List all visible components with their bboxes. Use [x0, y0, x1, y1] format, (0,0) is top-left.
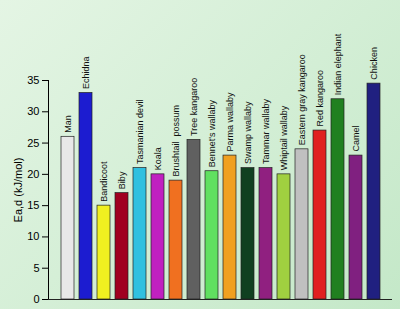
svg-text:Chicken: Chicken: [369, 47, 379, 80]
svg-text:15: 15: [27, 199, 39, 211]
svg-text:Tammar wallaby: Tammar wallaby: [261, 99, 271, 165]
svg-text:Bennet's wallaby: Bennet's wallaby: [207, 99, 217, 167]
svg-text:25: 25: [27, 137, 39, 149]
svg-text:Camel: Camel: [351, 126, 361, 152]
svg-text:5: 5: [33, 262, 39, 274]
svg-text:10: 10: [27, 230, 39, 242]
svg-text:Indian elephant: Indian elephant: [333, 33, 343, 95]
svg-text:0: 0: [33, 293, 39, 305]
svg-text:20: 20: [27, 168, 39, 180]
svg-text:Koala: Koala: [153, 147, 163, 170]
svg-text:Tree kangaroo: Tree kangaroo: [189, 78, 199, 136]
svg-text:Bandicoot: Bandicoot: [99, 161, 109, 202]
svg-text:Red kangaroo: Red kangaroo: [315, 70, 325, 127]
svg-text:Parma wallaby: Parma wallaby: [225, 92, 235, 152]
svg-text:Tasmanian devil: Tasmanian devil: [135, 100, 145, 165]
svg-text:Man: Man: [63, 115, 73, 133]
svg-text:Ea,d (kJ/mol): Ea,d (kJ/mol): [12, 158, 24, 223]
svg-text:Eastern gray kangaroo: Eastern gray kangaroo: [297, 54, 307, 145]
svg-text:Brushtail possum: Brushtail possum: [171, 105, 181, 177]
svg-text:35: 35: [27, 74, 39, 86]
svg-text:Echidna: Echidna: [81, 56, 91, 89]
svg-text:30: 30: [27, 105, 39, 117]
svg-text:Swamp wallaby: Swamp wallaby: [243, 101, 253, 164]
svg-text:Whiptail wallaby: Whiptail wallaby: [279, 105, 289, 170]
svg-text:Biby: Biby: [117, 171, 127, 189]
